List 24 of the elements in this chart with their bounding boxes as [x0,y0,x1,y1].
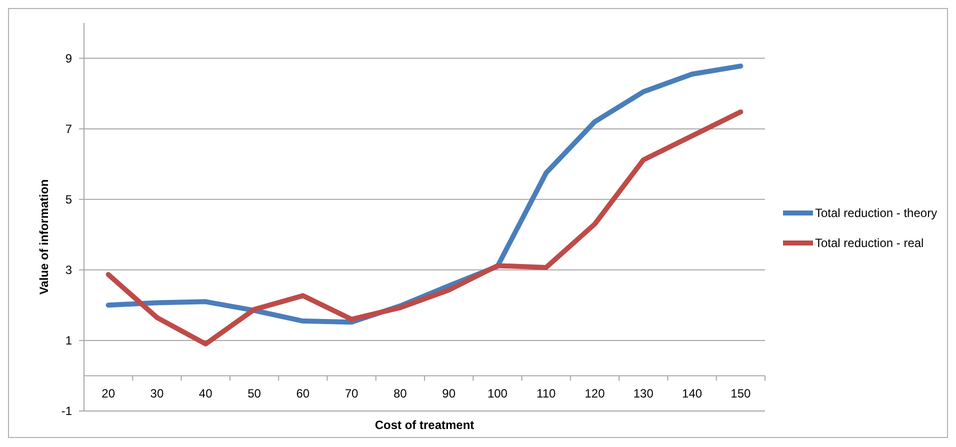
y-tick-label: -1 [61,404,72,418]
legend-label: Total reduction - theory [815,206,938,220]
x-tick-label: 60 [296,386,310,401]
x-tick-label: 50 [248,386,262,401]
y-tick-label: 5 [65,192,72,207]
x-axis-title: Cost of treatment [374,418,474,432]
legend-label: Total reduction - real [815,236,924,250]
y-tick-label: 9 [65,51,72,66]
x-tick-label: 140 [682,386,702,401]
x-tick-label: 100 [487,386,508,401]
y-axis-title: Value of information [37,179,51,295]
y-tick-label: 1 [65,334,72,348]
x-tick-label: 90 [442,386,456,401]
x-tick-label: 30 [150,386,164,401]
x-tick-label: 70 [344,386,359,401]
x-tick-label: 40 [198,386,213,401]
x-tick-label: 130 [633,386,654,401]
x-tick-label: 120 [584,386,606,401]
y-tick-label: 3 [65,263,72,278]
x-tick-label: 80 [394,386,408,401]
y-tick-label: 7 [65,122,72,136]
x-tick-label: 150 [730,386,752,401]
x-tick-label: 110 [536,386,556,401]
x-tick-label: 20 [102,386,116,401]
